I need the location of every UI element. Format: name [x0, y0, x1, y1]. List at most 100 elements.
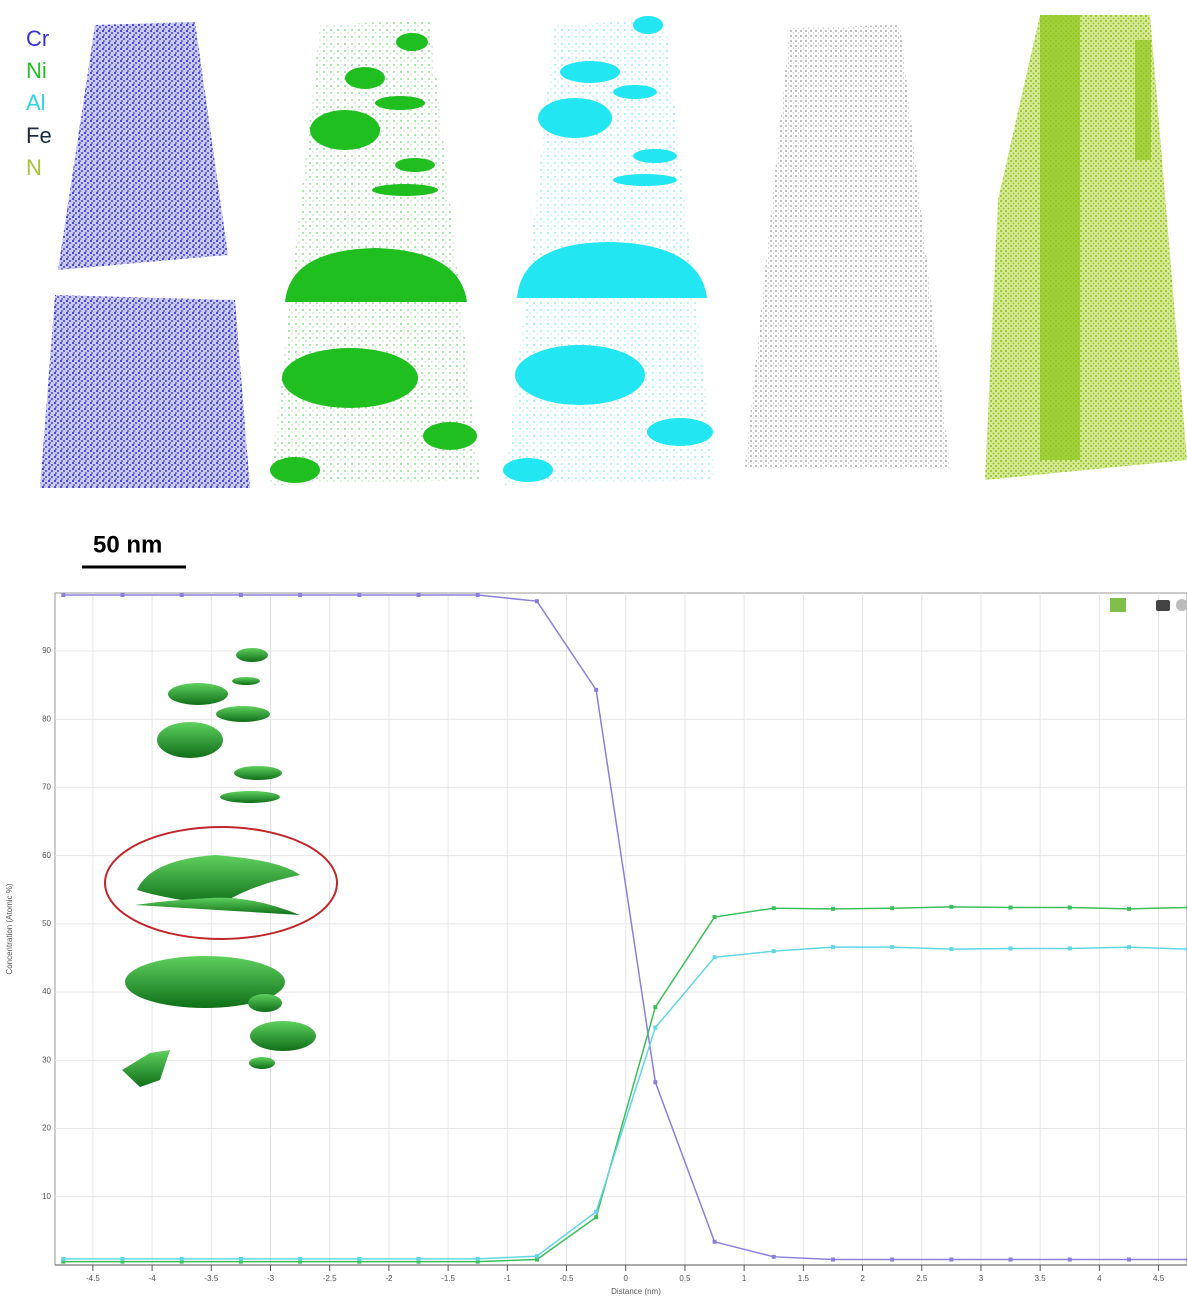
series-point	[771, 1254, 776, 1259]
x-tick-label: -2	[385, 1274, 393, 1283]
toolbar	[1110, 598, 1187, 612]
series-point	[594, 1215, 599, 1220]
highlight-ellipse	[104, 826, 338, 940]
al-precipitates	[503, 16, 713, 482]
series-point	[1067, 946, 1072, 951]
series-point	[830, 906, 835, 911]
y-tick-label: 70	[42, 783, 51, 792]
x-tick-label: -1.5	[441, 1274, 455, 1283]
series-point	[534, 1257, 539, 1262]
x-tick-label: 4	[1097, 1274, 1102, 1283]
series-point	[949, 1257, 954, 1262]
x-tick-label: 2	[860, 1274, 865, 1283]
legend-label: N	[26, 155, 42, 180]
x-tick-label: 0	[624, 1274, 629, 1283]
series-point	[830, 1257, 835, 1262]
series-point	[1126, 1257, 1131, 1262]
x-tick-label: 3	[979, 1274, 984, 1283]
series-point	[594, 1209, 599, 1214]
series-point	[712, 955, 717, 960]
series-point	[1126, 945, 1131, 950]
x-tick-label: -1	[504, 1274, 512, 1283]
series-point	[1008, 946, 1013, 951]
series-point	[61, 1256, 66, 1261]
atom-maps	[40, 15, 1187, 488]
cr-map	[40, 295, 250, 488]
series-line	[63, 946, 1187, 1260]
x-tick-label: 3.5	[1035, 1274, 1047, 1283]
series-point	[416, 1259, 421, 1264]
y-tick-label: 40	[42, 987, 51, 996]
x-tick-label: 0.5	[679, 1274, 691, 1283]
series-point	[830, 945, 835, 950]
scale-bar-label: 50 nm	[93, 531, 162, 558]
series-point	[179, 1256, 184, 1261]
series-point	[653, 1080, 658, 1085]
series-point	[771, 906, 776, 911]
n-map-band	[1135, 40, 1151, 160]
y-tick-label: 90	[42, 646, 51, 655]
cr-map	[58, 22, 228, 270]
series-point	[120, 593, 125, 598]
series-point	[61, 593, 66, 598]
x-tick-label: 1	[742, 1274, 747, 1283]
series-point	[120, 1256, 125, 1261]
series-point	[238, 593, 243, 598]
series-point	[298, 1259, 303, 1264]
x-axis-label: Distance (nm)	[611, 1287, 661, 1296]
series-point	[475, 1256, 480, 1261]
series-point	[120, 1259, 125, 1264]
series-point	[1126, 906, 1131, 911]
fe-map	[745, 25, 950, 468]
series-point	[890, 1257, 895, 1262]
x-tick-label: -2.5	[323, 1274, 337, 1283]
n-map-band	[1040, 15, 1080, 460]
series-point	[712, 1239, 717, 1244]
y-tick-label: 80	[42, 714, 51, 723]
x-tick-label: 4.5	[1153, 1274, 1165, 1283]
element-legend: Cr Ni Al Fe N	[26, 26, 52, 180]
series-point	[357, 593, 362, 598]
series-point	[1067, 905, 1072, 910]
series-point	[712, 915, 717, 920]
isosurface-inset	[122, 648, 316, 1087]
series-point	[890, 906, 895, 911]
series-point	[949, 904, 954, 909]
series-point	[298, 1256, 303, 1261]
series-point	[298, 593, 303, 598]
series-point	[890, 945, 895, 950]
series-point	[179, 1259, 184, 1264]
x-tick-label: -0.5	[560, 1274, 574, 1283]
plot-frame	[54, 592, 1187, 1266]
series-point	[1067, 1257, 1072, 1262]
x-tick-label: -3	[267, 1274, 275, 1283]
series-point	[416, 593, 421, 598]
y-tick-label: 50	[42, 919, 51, 928]
series-point	[357, 1256, 362, 1261]
series-point	[357, 1259, 362, 1264]
x-tick-label: 1.5	[798, 1274, 810, 1283]
series-point	[653, 1005, 658, 1010]
series-point	[61, 1259, 66, 1264]
series-point	[475, 1259, 480, 1264]
x-tick-label: -4	[149, 1274, 157, 1283]
series-point	[238, 1259, 243, 1264]
series-point	[653, 1025, 658, 1030]
legend-label: Fe	[26, 123, 52, 148]
series-line	[63, 906, 1187, 1263]
y-tick-label: 60	[42, 851, 51, 860]
y-tick-label: 10	[42, 1192, 51, 1201]
series-point	[534, 599, 539, 604]
series-point	[238, 1256, 243, 1261]
ni-precipitates	[270, 33, 477, 483]
n-map	[985, 15, 1187, 480]
legend-label: Cr	[26, 26, 49, 51]
series-point	[594, 687, 599, 692]
y-tick-label: 20	[42, 1124, 51, 1133]
series-line	[63, 594, 1187, 1261]
series-point	[475, 593, 480, 598]
y-axis-label: Concentration (Atomic %)	[5, 883, 14, 974]
series-point	[416, 1256, 421, 1261]
